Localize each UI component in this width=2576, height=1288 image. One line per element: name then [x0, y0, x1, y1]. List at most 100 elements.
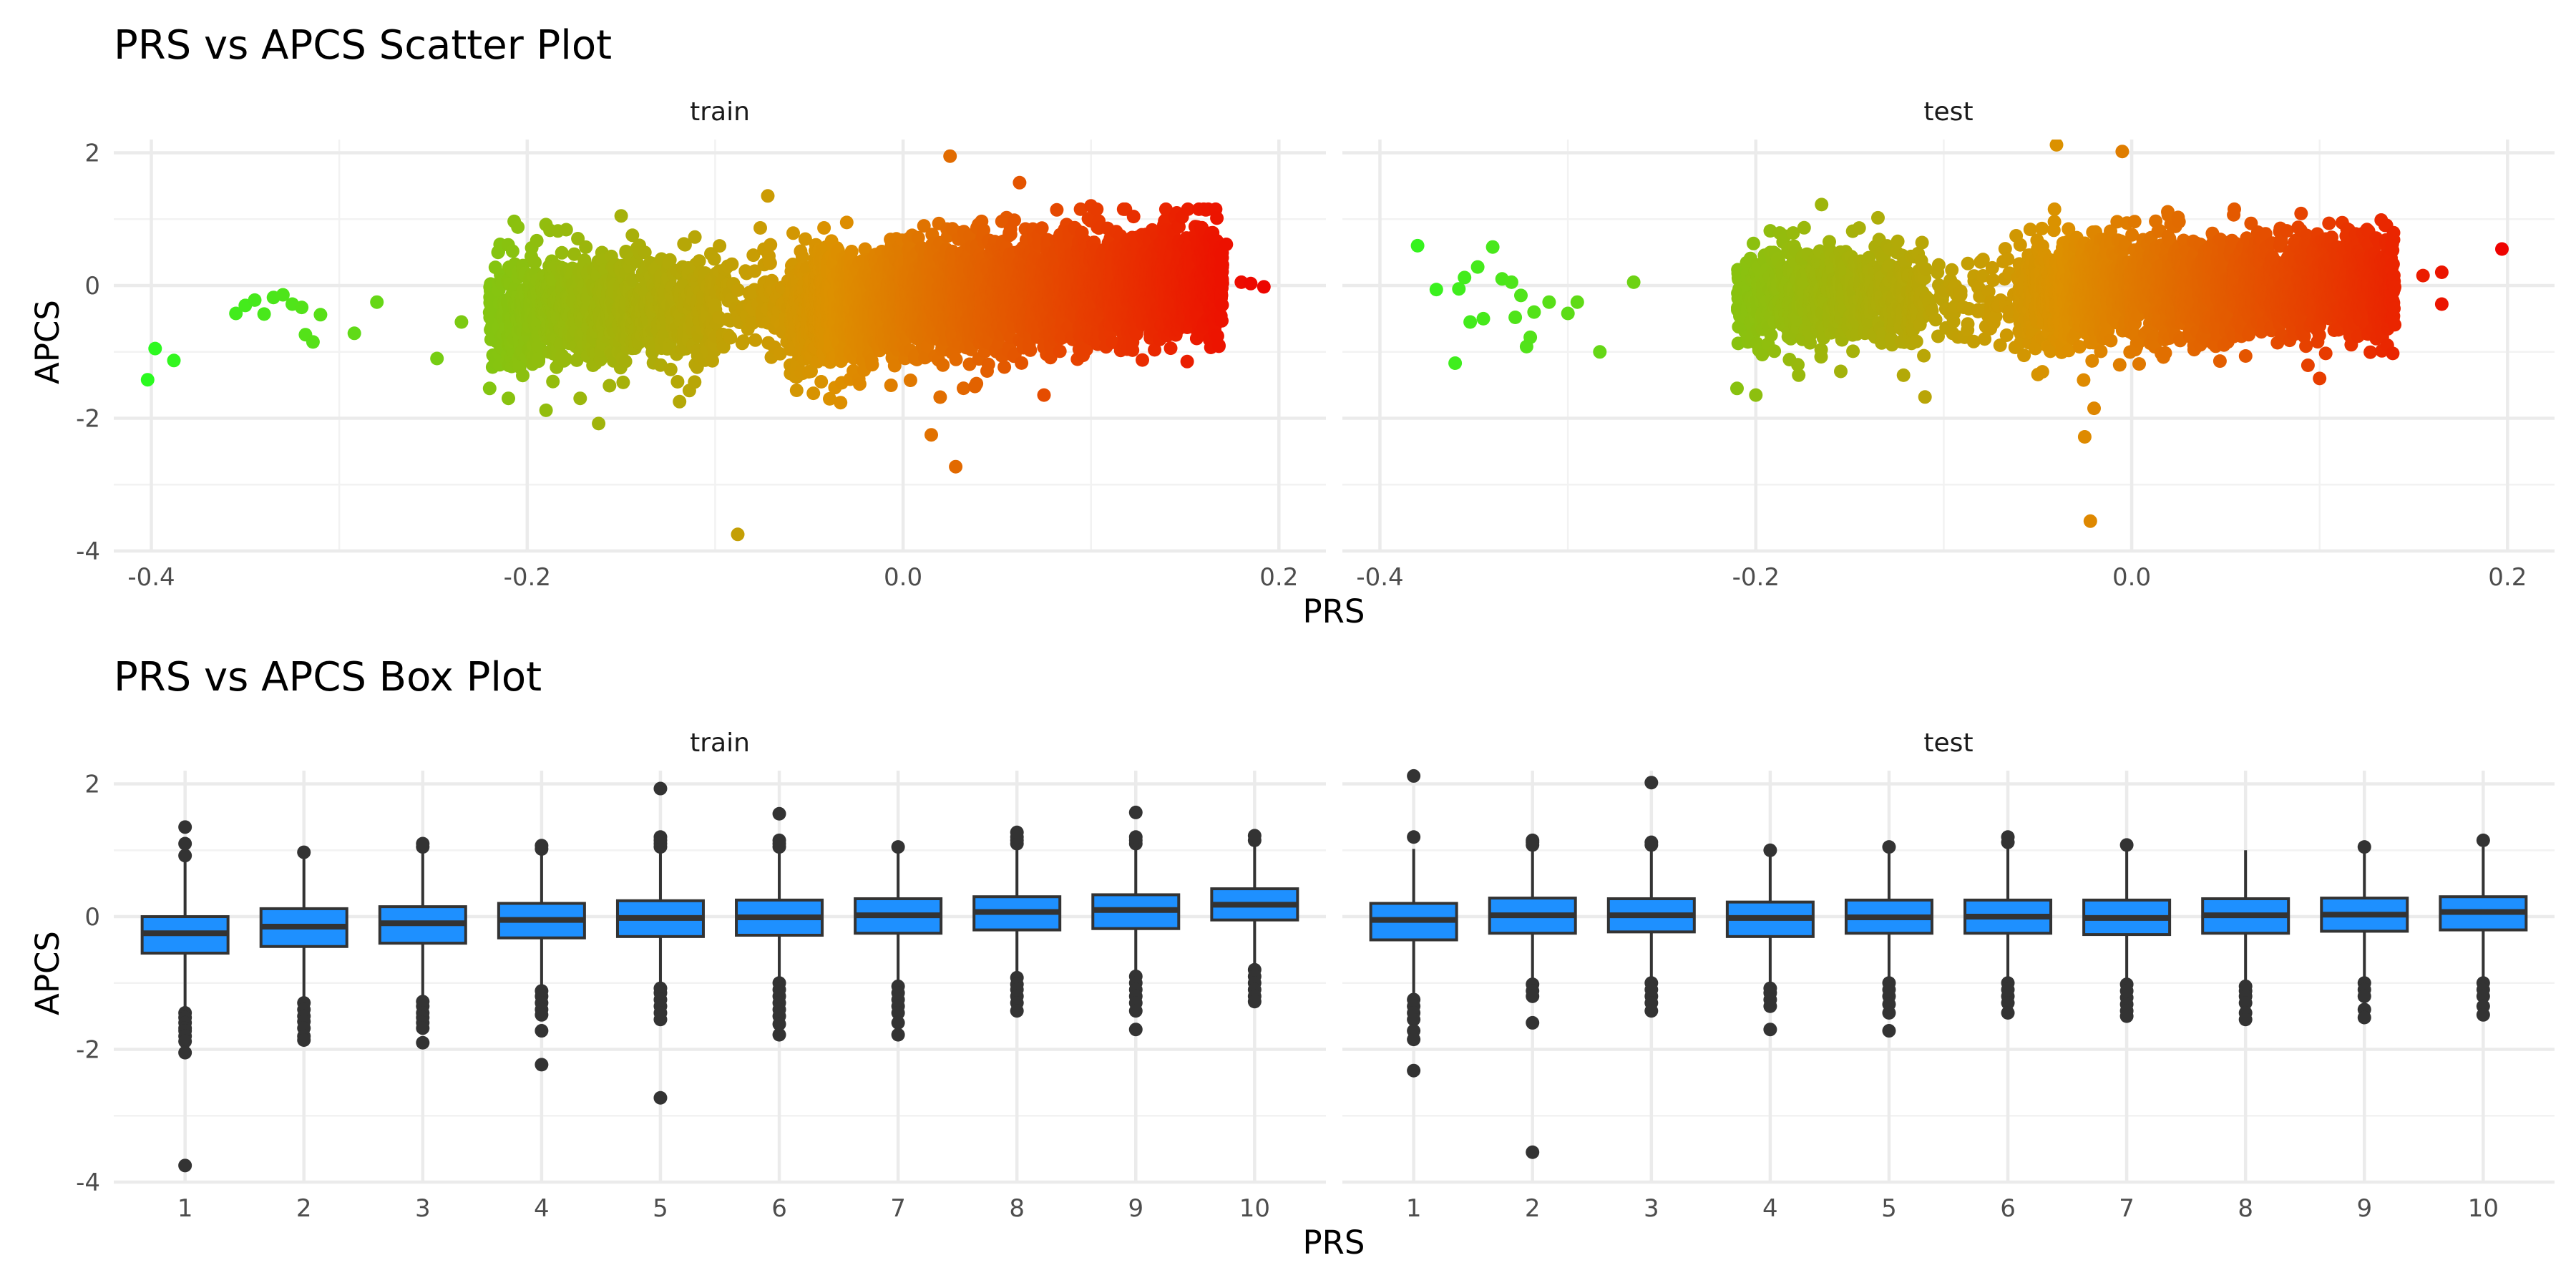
scatter-point [1013, 175, 1027, 190]
scatter-point [977, 223, 990, 238]
scatter-point [678, 238, 692, 252]
scatter-points-train [140, 149, 1271, 542]
scatter-point [731, 283, 745, 297]
scatter-point [167, 353, 181, 368]
scatter-point [295, 301, 309, 315]
scatter-point [834, 396, 848, 410]
scatter-point [1148, 343, 1162, 357]
scatter-point [430, 351, 444, 366]
scatter-point [229, 306, 243, 321]
scatter-point [528, 255, 542, 270]
scatter-point [625, 228, 640, 243]
scatter-point [903, 374, 917, 387]
scatter-point [748, 333, 763, 347]
scatter-point [140, 373, 155, 387]
scatter-point [943, 149, 957, 163]
scatter-point [559, 352, 573, 366]
scatter-point [673, 394, 687, 409]
scatter-point [1003, 228, 1018, 241]
scatter-point [731, 527, 745, 542]
scatter-point [786, 226, 800, 240]
scatter-point [546, 374, 560, 389]
scatter-point [502, 391, 515, 406]
scatter-point [746, 248, 761, 263]
scatter-point [482, 381, 497, 396]
scatter-point [347, 326, 361, 341]
scatter-point [1037, 388, 1051, 402]
scatter-point [806, 386, 821, 401]
scatter-point [618, 354, 633, 369]
scatter-point [957, 381, 970, 396]
scatter-point [795, 250, 809, 264]
scatter-point [1035, 221, 1049, 235]
scatter-point [817, 221, 831, 235]
scatter-title: PRS vs APCS Scatter Plot [114, 22, 612, 69]
scatter-point [725, 257, 739, 271]
scatter-point [670, 375, 685, 389]
scatter-point [814, 375, 829, 389]
scatter-point [1158, 202, 1173, 216]
scatter-point [917, 219, 931, 233]
scatter-point [688, 375, 702, 389]
scatter-point [559, 223, 573, 237]
scatter-point [511, 220, 525, 234]
scatter-point [887, 358, 902, 373]
scatter-point [924, 428, 938, 442]
scatter-point [1126, 210, 1141, 224]
scatter-point [839, 215, 854, 230]
scatter-point [706, 353, 719, 368]
scatter-point [852, 377, 867, 391]
scatter-point [692, 254, 706, 268]
scatter-point [1023, 343, 1038, 357]
scatter-point [707, 252, 721, 266]
scatter-point [997, 360, 1012, 374]
scatter-point [592, 416, 606, 431]
scatter-point [688, 230, 702, 244]
scatter-point [532, 351, 546, 366]
scatter-point [454, 315, 469, 329]
scatter-strip-train: train [690, 97, 750, 127]
scatter-point [1073, 202, 1088, 216]
scatter-point [1050, 203, 1064, 217]
scatter-point [370, 295, 384, 309]
scatter-point [567, 247, 581, 261]
scatter-point [313, 308, 328, 322]
scatter-point [602, 379, 617, 393]
scatter-point [571, 232, 585, 245]
scatter-point [804, 364, 818, 379]
scatter-point [248, 293, 262, 307]
scatter-point [789, 384, 804, 397]
scatter-point [970, 376, 984, 391]
scatter-point [736, 334, 751, 348]
scatter-point [638, 245, 652, 260]
scatter-point [1090, 202, 1104, 216]
scatter-point [257, 307, 271, 321]
scatter-point [723, 331, 738, 345]
scatter-point [530, 233, 544, 248]
scatter-point [713, 239, 727, 253]
scatter-point [505, 244, 519, 258]
scatter-point [773, 346, 787, 361]
scatter-point [865, 358, 879, 372]
scatter-point [936, 358, 950, 372]
scatter-point [555, 245, 569, 260]
scatter-strip-test: test [1923, 97, 1973, 127]
scatter-point [516, 369, 530, 383]
scatter-point [614, 209, 628, 223]
scatter-point [981, 357, 995, 371]
scatter-point [753, 221, 767, 235]
scatter-point [798, 232, 812, 246]
scatter-point [761, 189, 775, 203]
scatter-point [884, 379, 898, 392]
scatter-point [858, 242, 872, 256]
scatter-point [1053, 344, 1067, 358]
scatter-point [306, 335, 320, 349]
scatter-point [1015, 356, 1029, 370]
scatter-point [933, 390, 947, 404]
scatter-point [748, 264, 762, 278]
scatter-point [1079, 342, 1093, 356]
scatter-point [616, 375, 630, 389]
scatter-point [579, 240, 593, 254]
scatter-point [949, 459, 963, 474]
